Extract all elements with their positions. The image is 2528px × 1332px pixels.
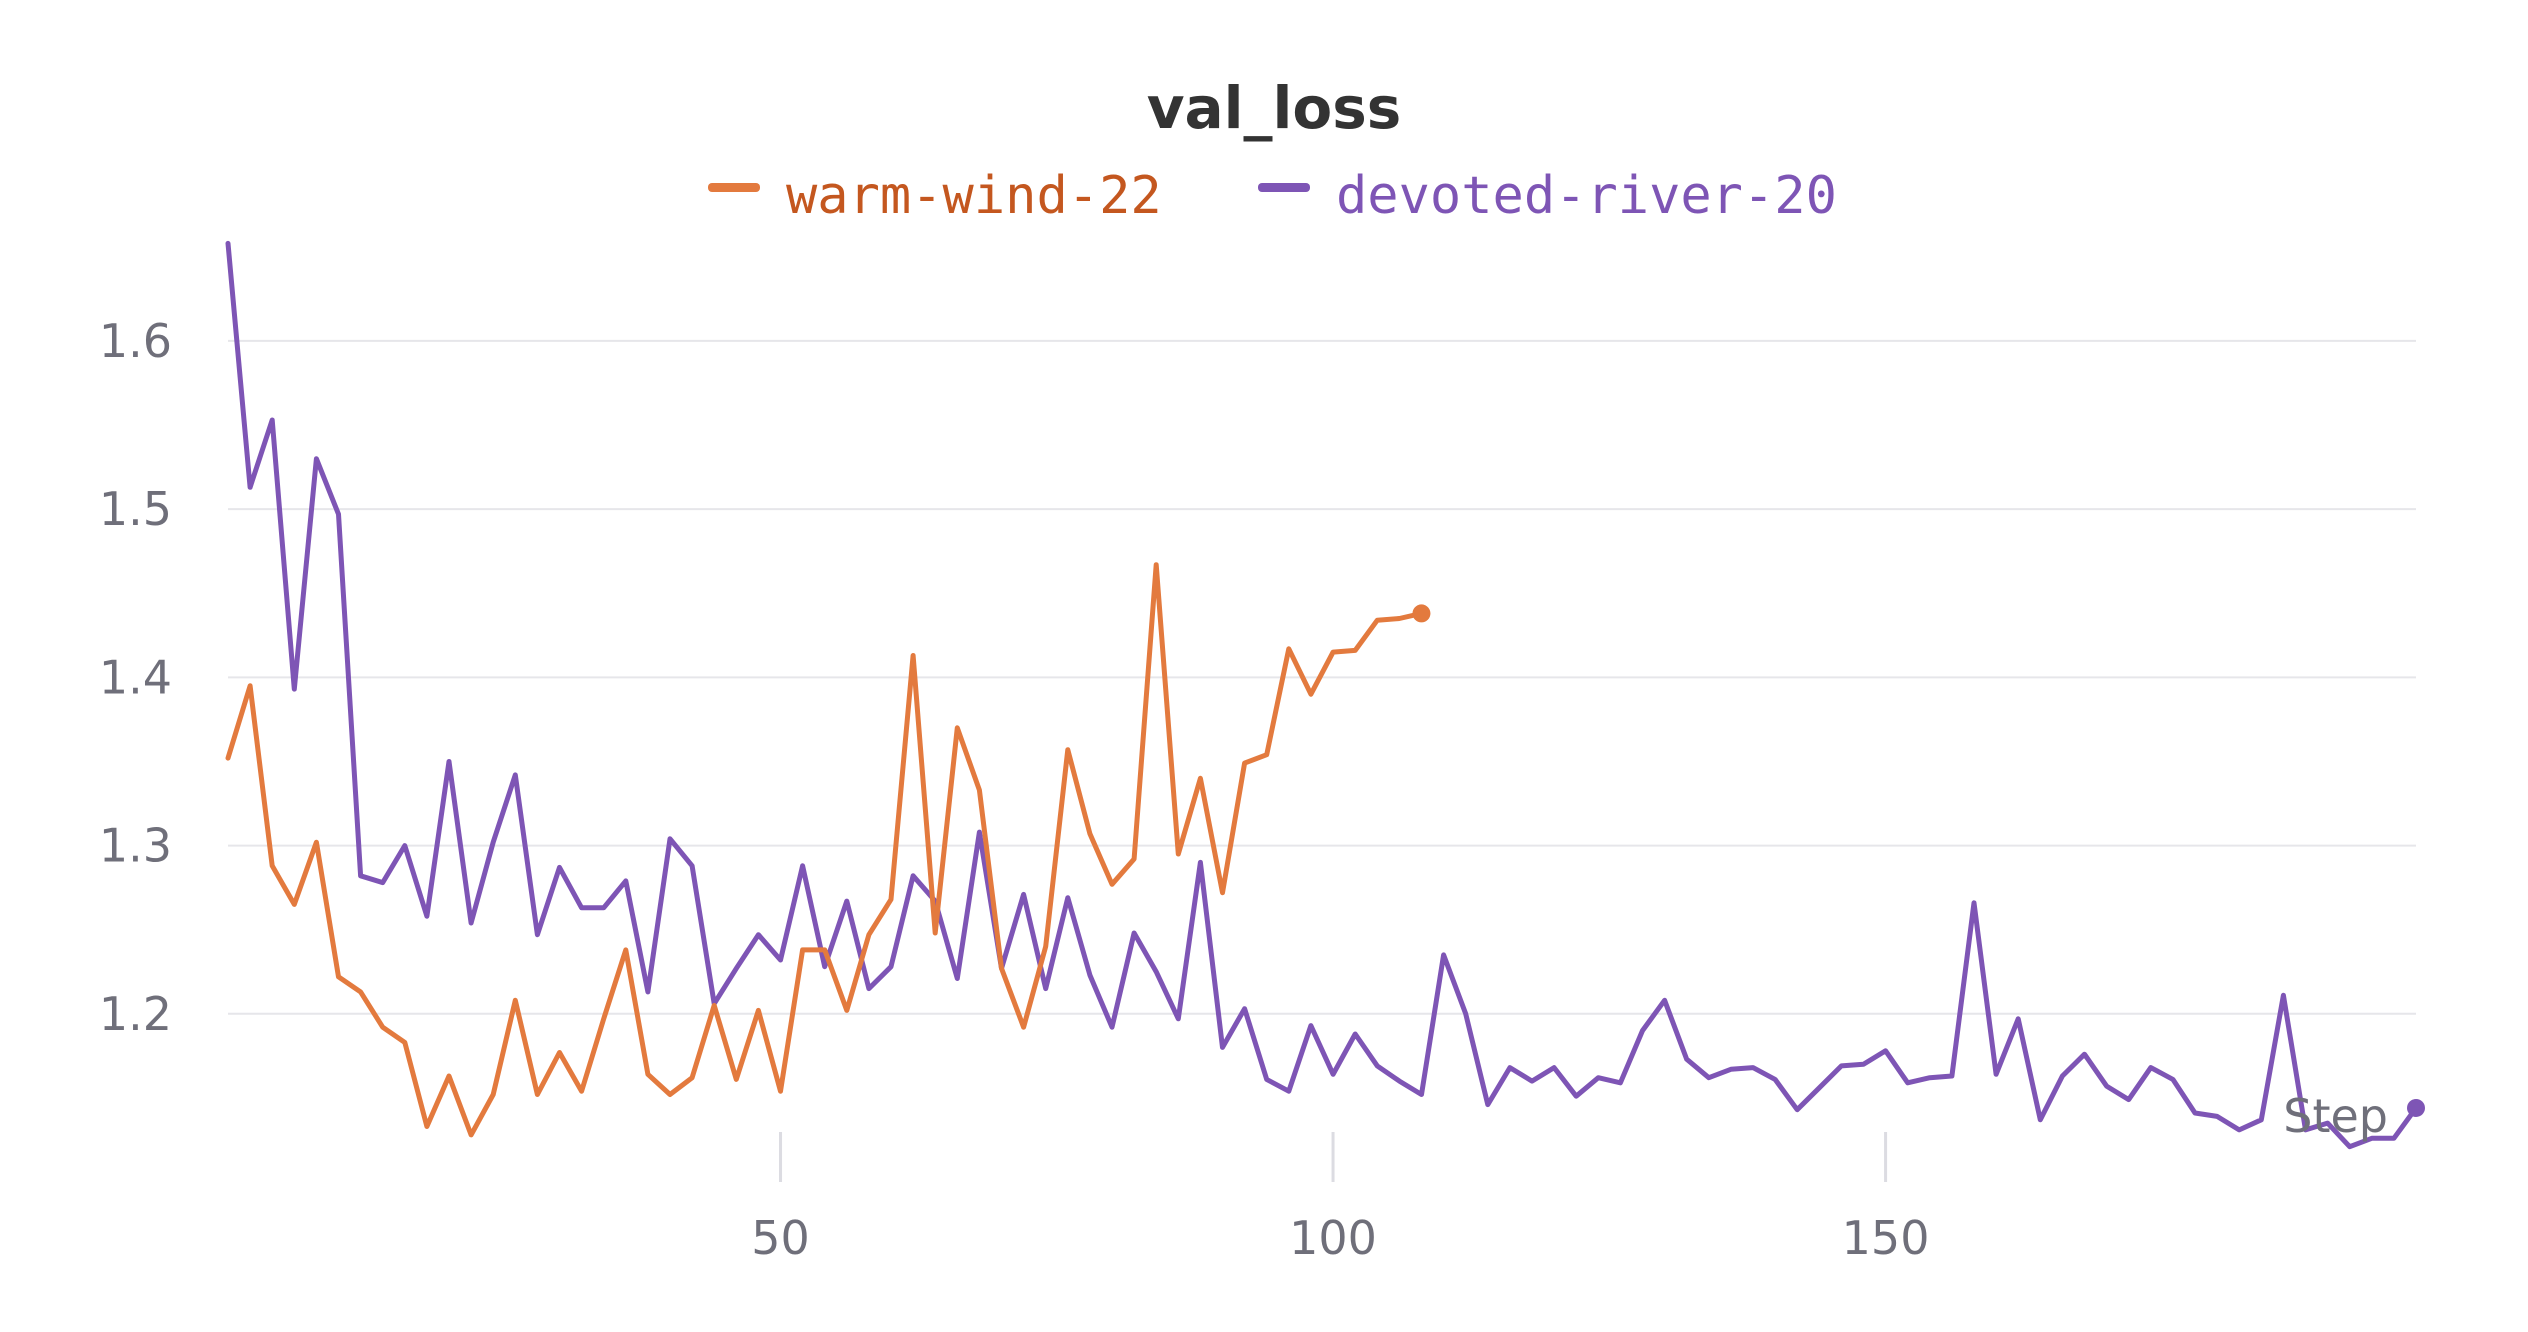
legend-item-devoted-river-20[interactable]: devoted-river-20 [1258, 166, 1837, 226]
series-line-devoted-river-20[interactable] [225, 240, 2419, 1150]
legend-label-warm-wind-22: warm-wind-22 [786, 166, 1162, 226]
legend-swatch-warm-wind-22 [708, 183, 760, 192]
y-tick-label: 1.6 [99, 314, 172, 368]
series-endpoint-devoted-river-20[interactable] [2407, 1098, 2425, 1117]
series-endpoint-warm-wind-22[interactable] [1412, 604, 1431, 623]
y-axis: 1.2 1.3 1.4 1.5 1.6 [99, 314, 172, 1041]
x-tick-label: 100 [1289, 1211, 1377, 1265]
x-tick-label: 150 [1842, 1211, 1930, 1265]
x-axis-title: Step [2283, 1089, 2388, 1143]
legend-item-warm-wind-22[interactable]: warm-wind-22 [708, 166, 1162, 226]
plot-area [225, 240, 2425, 1150]
x-axis: 50 100 150 [751, 1132, 1929, 1265]
x-tick-label: 50 [751, 1211, 810, 1265]
chart-title: val_loss [1147, 74, 1402, 142]
y-tick-label: 1.2 [99, 987, 172, 1041]
series-line-warm-wind-22[interactable] [225, 562, 1424, 1138]
y-tick-label: 1.3 [99, 819, 172, 873]
legend-label-devoted-river-20: devoted-river-20 [1336, 166, 1837, 226]
y-tick-label: 1.4 [99, 650, 172, 704]
y-tick-label: 1.5 [99, 482, 172, 536]
legend: warm-wind-22 devoted-river-20 [708, 166, 1837, 226]
legend-swatch-devoted-river-20 [1258, 183, 1310, 192]
